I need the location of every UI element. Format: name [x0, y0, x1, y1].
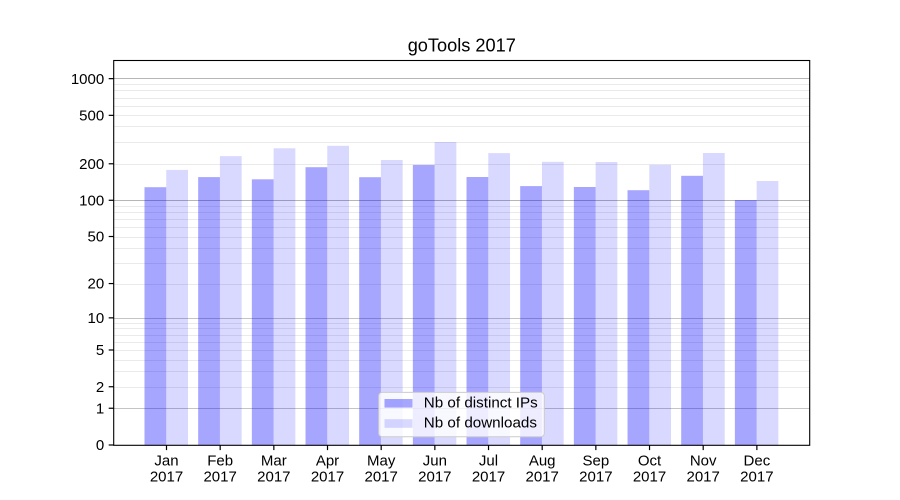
svg-text:Nb of downloads: Nb of downloads — [424, 415, 538, 432]
svg-text:1000: 1000 — [71, 71, 104, 88]
svg-text:Nb of distinct IPs: Nb of distinct IPs — [424, 394, 538, 411]
svg-text:2017: 2017 — [203, 469, 236, 486]
svg-text:2017: 2017 — [526, 469, 559, 486]
svg-text:2017: 2017 — [257, 469, 290, 486]
svg-text:Sep: Sep — [583, 453, 610, 470]
svg-text:Jul: Jul — [479, 453, 498, 470]
svg-text:Feb: Feb — [207, 453, 233, 470]
svg-text:50: 50 — [88, 229, 105, 246]
svg-text:2: 2 — [96, 379, 104, 396]
svg-text:Aug: Aug — [529, 453, 556, 470]
svg-text:2017: 2017 — [687, 469, 720, 486]
svg-text:2017: 2017 — [150, 469, 183, 486]
svg-text:2017: 2017 — [579, 469, 612, 486]
svg-text:goTools 2017: goTools 2017 — [408, 36, 516, 56]
svg-text:May: May — [367, 453, 396, 470]
svg-text:2017: 2017 — [740, 469, 773, 486]
svg-text:Apr: Apr — [316, 453, 339, 470]
svg-text:20: 20 — [88, 276, 105, 293]
svg-text:Nov: Nov — [690, 453, 717, 470]
svg-text:2017: 2017 — [311, 469, 344, 486]
svg-text:Dec: Dec — [744, 453, 771, 470]
svg-text:5: 5 — [96, 342, 104, 359]
svg-text:2017: 2017 — [364, 469, 397, 486]
svg-text:Jan: Jan — [154, 453, 178, 470]
svg-text:10: 10 — [88, 310, 105, 327]
svg-text:2017: 2017 — [418, 469, 451, 486]
svg-text:1: 1 — [96, 400, 104, 417]
svg-text:Mar: Mar — [261, 453, 287, 470]
svg-text:100: 100 — [79, 192, 104, 209]
svg-text:Oct: Oct — [638, 453, 662, 470]
svg-text:500: 500 — [79, 107, 104, 124]
svg-text:0: 0 — [96, 437, 104, 454]
svg-text:Jun: Jun — [423, 453, 447, 470]
svg-text:2017: 2017 — [633, 469, 666, 486]
svg-text:200: 200 — [79, 156, 104, 173]
svg-text:2017: 2017 — [472, 469, 505, 486]
